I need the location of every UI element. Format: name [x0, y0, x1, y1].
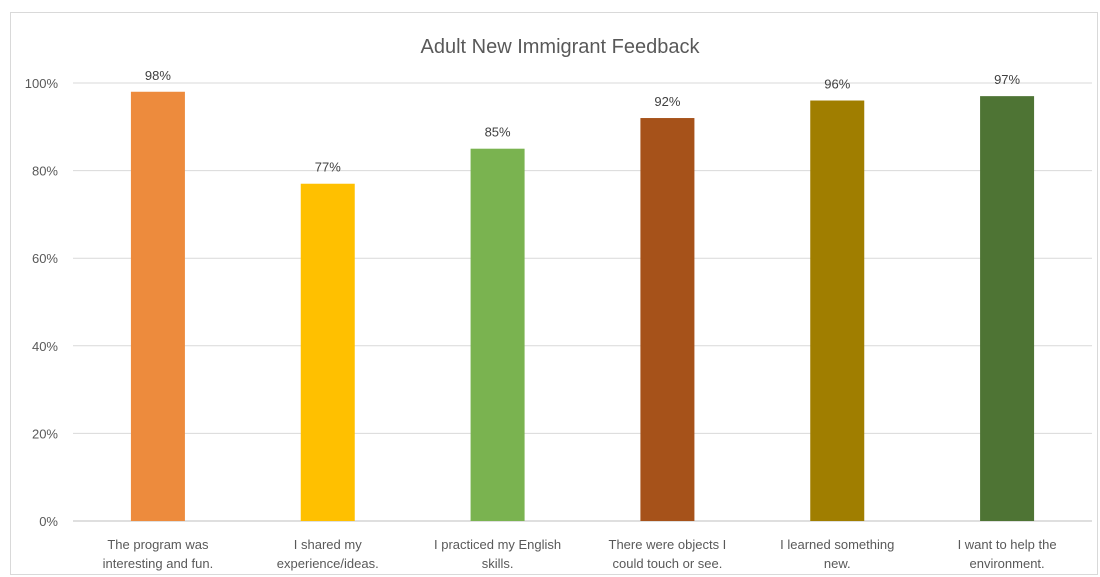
bar: [130, 91, 185, 521]
gridlines: [73, 82, 1092, 522]
x-axis-categories: The program was interesting and fun. I sha…: [103, 537, 1057, 571]
bar: [470, 148, 525, 521]
category-label: I want to help the: [958, 537, 1057, 552]
category-label: skills.: [482, 556, 514, 571]
category-label: new.: [824, 556, 851, 571]
y-tick-label: 60%: [32, 251, 58, 266]
y-tick-label: 20%: [32, 426, 58, 441]
category-label: environment.: [970, 556, 1045, 571]
data-label: 85%: [485, 125, 511, 140]
bar: [640, 118, 695, 521]
data-label: 97%: [994, 72, 1020, 87]
bars: [130, 91, 1035, 522]
y-tick-label: 40%: [32, 339, 58, 354]
category-label: I practiced my English: [434, 537, 561, 552]
category-label: experience/ideas.: [277, 556, 379, 571]
chart-container: Adult New Immigrant Feedback 0% 20% 40% 60%…: [10, 12, 1098, 575]
category-label: could touch or see.: [612, 556, 722, 571]
y-axis-ticks: 0% 20% 40% 60% 80% 100%: [25, 76, 59, 529]
data-label: 92%: [654, 94, 680, 109]
bar: [980, 96, 1035, 521]
data-label: 98%: [145, 68, 171, 83]
chart-title: Adult New Immigrant Feedback: [420, 36, 700, 58]
category-label: I learned something: [780, 537, 894, 552]
y-tick-label: 80%: [32, 164, 58, 179]
data-label: 96%: [824, 77, 850, 92]
data-labels: 98% 77% 85% 92% 96% 97%: [145, 68, 1021, 175]
category-label: The program was: [107, 537, 209, 552]
bar-chart: Adult New Immigrant Feedback 0% 20% 40% 60%…: [25, 36, 1092, 571]
bar: [810, 100, 865, 522]
data-label: 77%: [315, 160, 341, 175]
y-tick-label: 100%: [25, 76, 59, 91]
category-label: I shared my: [294, 537, 362, 552]
bar: [300, 183, 355, 522]
category-label: interesting and fun.: [103, 556, 214, 571]
y-tick-label: 0%: [39, 514, 58, 529]
category-label: There were objects I: [609, 537, 727, 552]
